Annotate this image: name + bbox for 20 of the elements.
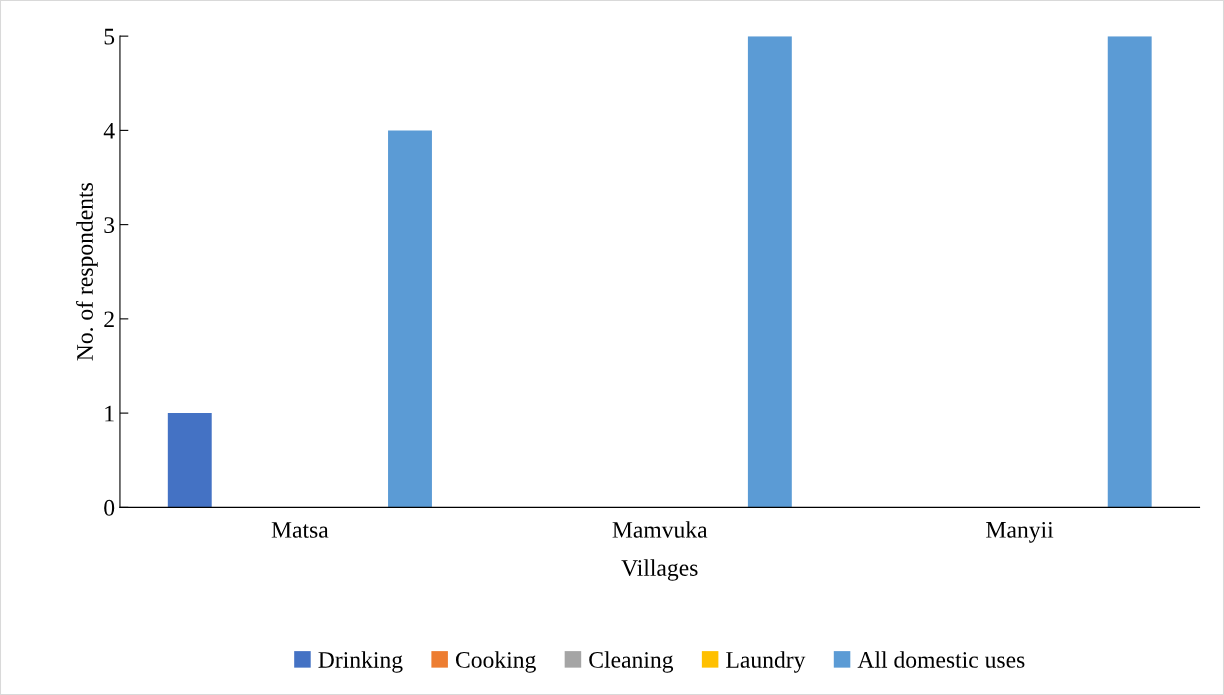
y-tick-label: 4 [103, 123, 115, 139]
legend-label: All domestic uses [857, 651, 1025, 668]
y-tick-label: 1 [105, 405, 114, 422]
y-tick-label: 2 [104, 311, 114, 328]
legend-label: Cleaning [589, 651, 674, 673]
y-tick-label: 5 [104, 28, 115, 45]
bar [388, 130, 432, 508]
legend-label: Drinking [318, 651, 403, 673]
x-tick-label: Matsa [271, 522, 329, 538]
legend-label: Laundry [726, 651, 806, 673]
bar [1107, 36, 1152, 508]
y-tick-label: 0 [104, 499, 115, 516]
x-tick-label: Manyii [986, 521, 1054, 543]
x-axis-title: Villages [621, 559, 698, 581]
y-axis-title: No. of respondents [76, 183, 98, 361]
bar [747, 36, 792, 508]
x-tick-label: Mamvuka [612, 521, 708, 538]
y-tick-label: 3 [104, 217, 115, 234]
bar [167, 413, 212, 508]
legend-label: Cooking [455, 651, 536, 673]
